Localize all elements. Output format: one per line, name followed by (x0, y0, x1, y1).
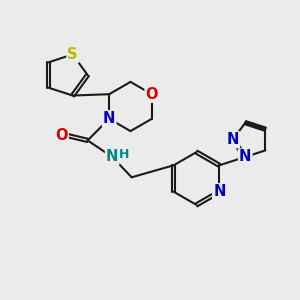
Text: O: O (146, 87, 158, 102)
Text: N: N (227, 132, 239, 147)
Text: O: O (55, 128, 68, 142)
Text: H: H (118, 148, 129, 161)
Text: N: N (213, 184, 226, 199)
Text: N: N (103, 111, 116, 126)
Text: N: N (239, 149, 251, 164)
Text: S: S (68, 47, 78, 62)
Text: N: N (106, 149, 118, 164)
